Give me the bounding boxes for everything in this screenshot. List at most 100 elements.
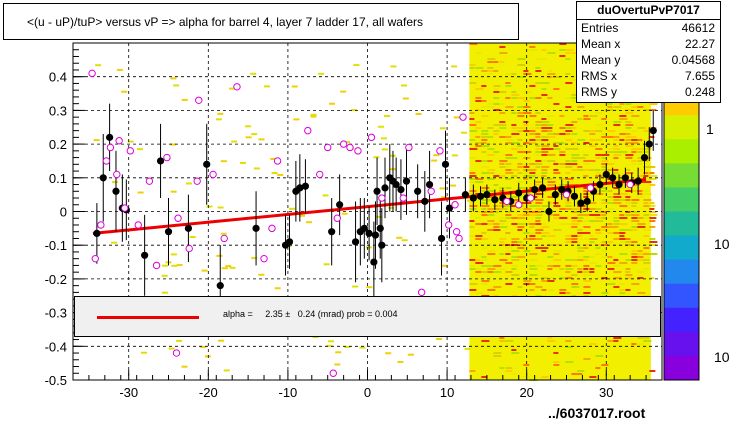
- stats-row: RMS y 0.248: [577, 85, 720, 101]
- stats-row-value: 46612: [681, 21, 715, 35]
- density-cell: [541, 289, 547, 291]
- density-cell: [631, 250, 637, 252]
- density-speck: [112, 181, 119, 184]
- density-cell: [481, 187, 490, 189]
- density-cell: [559, 217, 568, 219]
- density-cell: [475, 211, 481, 213]
- data-point-filled: [609, 174, 617, 182]
- density-speck: [312, 336, 319, 339]
- data-point-open: [174, 214, 182, 222]
- density-cell: [577, 217, 584, 219]
- density-cell: [601, 292, 609, 294]
- density-cell: [631, 115, 640, 117]
- density-cell: [607, 163, 615, 165]
- density-cell: [481, 238, 489, 240]
- density-cell: [619, 118, 628, 120]
- density-cell: [637, 223, 646, 225]
- density-cell: [559, 268, 565, 270]
- density-cell: [571, 286, 580, 288]
- density-cell: [571, 274, 578, 276]
- density-cell: [535, 232, 542, 234]
- density-cell: [499, 208, 508, 210]
- density-cell: [487, 67, 494, 69]
- density-cell: [559, 208, 567, 210]
- density-cell: [487, 136, 494, 138]
- density-cell: [535, 211, 544, 213]
- density-cell: [505, 253, 511, 255]
- density-cell: [517, 214, 525, 216]
- density-cell: [535, 286, 543, 288]
- density-cell: [589, 214, 597, 216]
- density-cell: [529, 97, 536, 99]
- density-cell: [643, 148, 652, 150]
- density-cell: [487, 178, 495, 180]
- density-cell: [481, 232, 487, 234]
- data-point-open: [268, 224, 276, 233]
- density-cell: [475, 181, 484, 183]
- density-cell: [511, 256, 520, 258]
- density-cell: [649, 370, 656, 372]
- y-tick-label: 0.1: [49, 171, 67, 186]
- density-cell: [511, 250, 520, 252]
- density-cell: [565, 172, 571, 174]
- density-cell: [505, 157, 513, 159]
- density-cell: [547, 133, 555, 135]
- density-cell: [553, 133, 562, 135]
- density-cell: [589, 115, 598, 117]
- density-cell: [637, 217, 645, 219]
- density-cell: [577, 235, 583, 237]
- density-cell: [565, 133, 571, 135]
- density-cell: [613, 271, 622, 273]
- density-cell: [619, 283, 625, 285]
- density-cell: [637, 160, 646, 162]
- colorbar-cell: [664, 307, 699, 333]
- density-cell: [601, 118, 607, 120]
- density-cell: [595, 187, 602, 189]
- density-speck: [220, 160, 227, 163]
- density-cell: [565, 184, 574, 186]
- density-cell: [493, 205, 499, 207]
- density-cell: [475, 67, 484, 69]
- density-cell: [499, 127, 507, 129]
- density-cell: [589, 241, 595, 243]
- density-speck: [310, 113, 317, 116]
- density-speck: [201, 269, 208, 272]
- y-tick-label: -0.1: [45, 238, 67, 253]
- density-cell: [511, 130, 518, 132]
- density-cell: [511, 349, 517, 351]
- density-cell: [649, 175, 658, 177]
- density-cell: [601, 163, 610, 165]
- density-cell: [613, 193, 622, 195]
- density-cell: [601, 256, 610, 258]
- density-speck: [217, 112, 224, 115]
- data-point-open: [97, 221, 105, 229]
- density-cell: [565, 163, 573, 165]
- density-cell: [469, 112, 475, 114]
- density-cell: [547, 124, 554, 126]
- density-speck: [299, 214, 306, 217]
- density-cell: [469, 283, 478, 285]
- density-cell: [553, 148, 561, 150]
- colorbar-cell: [664, 211, 699, 237]
- density-cell: [613, 136, 620, 138]
- density-cell: [589, 139, 596, 141]
- density-cell: [547, 244, 556, 246]
- density-cell: [607, 256, 613, 258]
- density-cell: [487, 190, 495, 192]
- density-cell: [601, 364, 609, 366]
- density-cell: [517, 229, 523, 231]
- density-cell: [481, 142, 487, 144]
- density-cell: [481, 259, 488, 261]
- data-point-open: [233, 83, 241, 91]
- data-point-filled: [285, 238, 294, 246]
- density-cell: [583, 247, 589, 249]
- density-cell: [541, 145, 550, 147]
- density-cell: [571, 238, 579, 240]
- density-cell: [601, 136, 608, 138]
- density-cell: [535, 163, 543, 165]
- density-cell: [547, 214, 555, 216]
- density-cell: [529, 85, 536, 87]
- colorbar-cell: [664, 331, 699, 357]
- density-cell: [553, 352, 559, 354]
- density-cell: [499, 238, 507, 240]
